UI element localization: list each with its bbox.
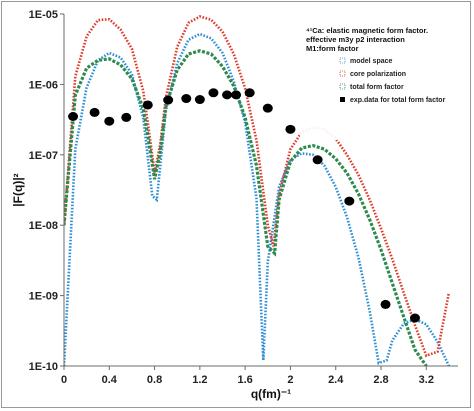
exp-data-point — [222, 90, 233, 100]
y-tick-label: 1E-10 — [29, 361, 58, 373]
exp-data-point — [312, 155, 323, 165]
legend-swatch — [339, 70, 346, 77]
plot-area — [64, 15, 451, 366]
y-tick-label: 1E-07 — [29, 150, 58, 162]
exp-data-point — [121, 112, 132, 122]
exp-data-point — [68, 111, 79, 121]
exp-data-point — [89, 107, 100, 117]
x-tick-label: 0 — [61, 374, 67, 386]
exp-data-point — [142, 100, 153, 110]
legend-entry-label: exp.data for total form factor — [350, 97, 446, 104]
x-tick-label: 0.4 — [102, 374, 118, 386]
exp-data-point — [194, 95, 205, 105]
exp-data-point — [285, 124, 296, 134]
y-tick-label: 1E-09 — [29, 291, 58, 303]
exp-data-point — [409, 313, 420, 323]
y-tick-label: 1E-05 — [29, 9, 58, 21]
exp-data-point — [262, 103, 273, 113]
legend: ⁴¹Ca: elastic magnetic form factor.effec… — [300, 22, 458, 140]
exp-data-point — [104, 116, 115, 126]
x-tick-label: 1.6 — [238, 374, 253, 386]
legend-title-line: ⁴¹Ca: elastic magnetic form factor. — [306, 26, 428, 35]
exp-data-point — [380, 299, 391, 309]
exp-data-point — [231, 90, 242, 100]
legend-box — [300, 22, 458, 140]
exp-data-point — [244, 88, 255, 98]
x-tick-label: 2 — [287, 374, 293, 386]
exp-data-point — [208, 88, 219, 98]
y-axis-label: |F(q)|² — [11, 173, 25, 206]
x-tick-label: 3.2 — [419, 374, 434, 386]
legend-entry-label: total form factor — [350, 84, 404, 91]
series-line-core-polarization — [64, 15, 451, 358]
legend-entry-label: model space — [350, 58, 393, 65]
x-axis-label: q(fm)⁻¹ — [251, 387, 291, 401]
y-tick-label: 1E-08 — [29, 220, 58, 232]
legend-swatch — [339, 83, 346, 90]
x-tick-label: 2.4 — [328, 374, 344, 386]
legend-entry-label: core polarization — [350, 71, 406, 78]
legend-title-line: M1:form factor — [306, 44, 359, 53]
exp-data-point — [344, 196, 355, 206]
x-tick-label: 2.8 — [373, 374, 388, 386]
x-tick-label: 1.2 — [192, 374, 207, 386]
axes: 1E-10 1E-09 1E-08 1E-07 1E-06 1E-05 0 0.4 0.8 1.2… — [11, 9, 458, 401]
legend-swatch — [340, 97, 345, 102]
x-tick-label: 0.8 — [147, 374, 162, 386]
legend-swatch — [339, 57, 346, 64]
series-line-total-form-factor — [64, 49, 428, 366]
y-tick-label: 1E-06 — [29, 79, 58, 91]
exp-data-point — [181, 94, 192, 104]
exp-data-point — [163, 95, 174, 105]
legend-title-line: effective m3y p2 interaction — [306, 35, 405, 44]
